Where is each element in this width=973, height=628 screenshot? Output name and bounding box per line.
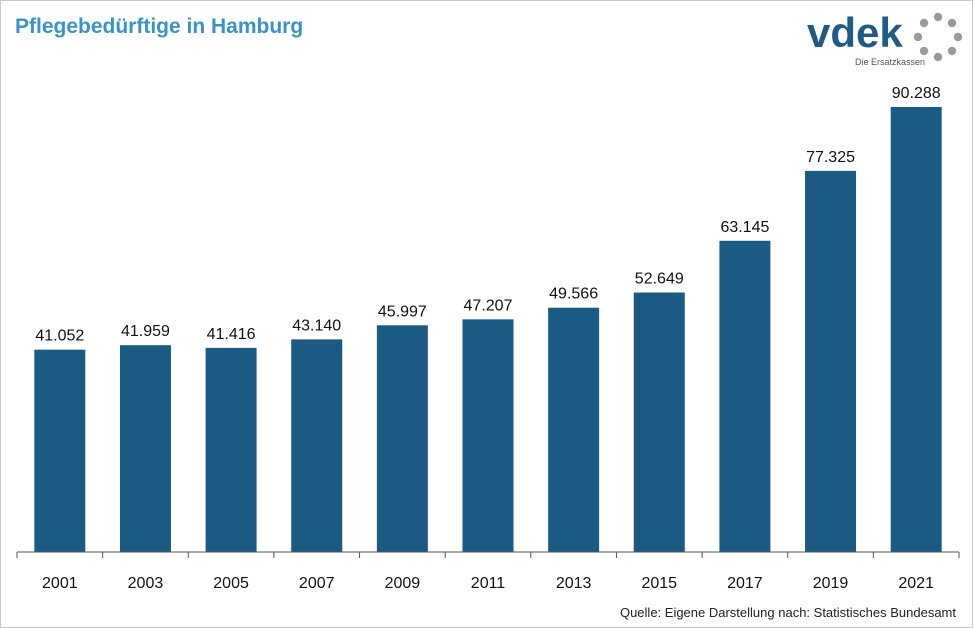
x-tick-label: 2011 [471, 575, 506, 592]
bar [548, 307, 600, 552]
chart-title: Pflegebedürftige in Hamburg [15, 15, 304, 38]
x-tick-label: 2001 [42, 575, 78, 592]
x-tick-label: 2017 [727, 575, 763, 592]
data-label: 43.140 [292, 317, 341, 334]
logo-wordmark: vdek [807, 9, 903, 56]
x-tick-label: 2009 [385, 575, 421, 592]
vdek-logo: vdek Die Ersatzkassen [807, 9, 967, 71]
data-label: 47.207 [464, 297, 513, 314]
x-tick-label: 2013 [556, 575, 592, 592]
logo-ring-icon [913, 12, 963, 62]
bar [633, 292, 685, 552]
data-label: 90.288 [892, 85, 941, 102]
bar [34, 349, 86, 552]
data-label: 49.566 [549, 286, 598, 303]
x-tick-label: 2003 [128, 575, 164, 592]
data-label: 52.649 [635, 271, 684, 288]
data-label: 45.997 [378, 303, 427, 320]
bar [890, 107, 942, 552]
x-tick-label: 2019 [813, 575, 849, 592]
x-tick-label: 2021 [898, 575, 934, 592]
x-tick-label: 2005 [213, 575, 249, 592]
logo-tagline: Die Ersatzkassen [855, 57, 926, 67]
source-note: Quelle: Eigene Darstellung nach: Statist… [619, 605, 956, 620]
bar [119, 345, 171, 552]
bar [376, 325, 428, 552]
data-label: 41.959 [121, 323, 170, 340]
x-tick-label: 2007 [299, 575, 335, 592]
data-label: 77.325 [806, 149, 855, 166]
data-label: 41.052 [35, 328, 84, 345]
bar [205, 347, 257, 552]
bar [462, 319, 514, 552]
bar [805, 170, 857, 552]
data-label: 41.416 [207, 326, 256, 343]
data-label: 63.145 [720, 219, 769, 236]
bar [719, 240, 771, 552]
bar [291, 339, 343, 552]
x-tick-label: 2015 [641, 575, 677, 592]
